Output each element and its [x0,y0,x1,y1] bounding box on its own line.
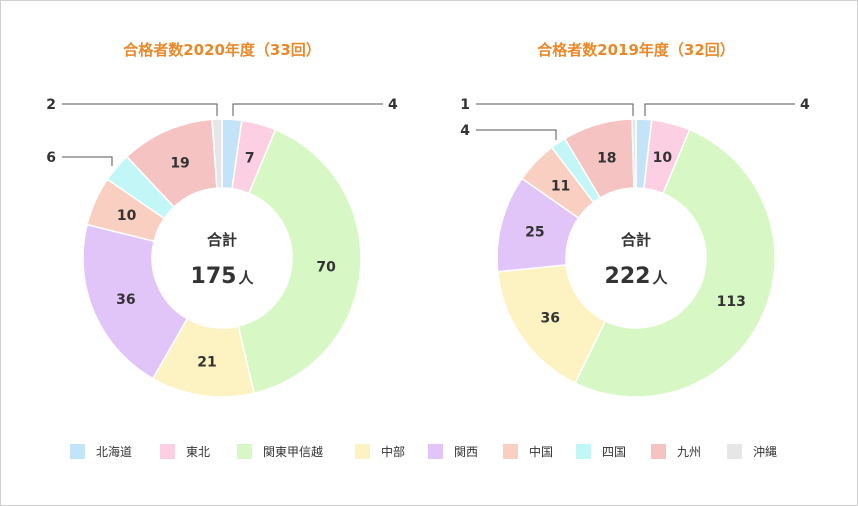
slice-5 [82,223,189,380]
center-total: 175 人 [191,264,255,289]
donut-chart-2: 合格者数2019年度（32回） 4 10 113 36 25 11 4 18 1 合計 222 人 [460,41,810,398]
legend-label: 四国 [602,444,627,459]
data-label: 19 [170,155,189,171]
data-label: 21 [197,354,216,370]
legend-swatch [70,443,85,459]
total-unit: 人 [652,269,668,287]
data-label: 113 [717,294,746,310]
legend-label: 九州 [677,444,702,459]
legend-swatch [503,443,518,459]
legend-item-6: 中国 [503,442,553,460]
legend-label: 関東甲信越 [263,444,324,459]
legend-swatch [237,443,252,459]
data-label: 4 [388,97,398,113]
slice-9 [631,118,637,189]
data-label: 11 [551,179,570,195]
data-label: 4 [800,97,810,113]
data-label: 6 [46,150,56,166]
data-label: 36 [116,292,135,308]
legend-swatch [355,443,370,459]
leader-line [62,103,218,116]
data-label: 70 [316,259,336,275]
leader-line [476,103,634,116]
center-label: 合計 [620,231,651,249]
leader-line [476,129,557,140]
legend-label: 中部 [381,444,406,459]
data-label: 4 [460,123,470,139]
leader-line [644,103,795,116]
legend-item-3: 関東甲信越 [237,442,323,460]
legend-swatch [160,443,175,459]
donut-chart-1: 合格者数2020年度（33回） 4 7 70 21 36 10 6 19 2 合計 175 人 [46,41,398,398]
legend-label: 東北 [186,444,211,459]
legend-item-4: 中部 [355,442,405,460]
total-value: 175 [191,264,237,289]
slice-3 [237,128,362,395]
chart-title: 合格者数2020年度（33回） [122,41,321,59]
legend-swatch [651,443,666,459]
legend-item-7: 四国 [576,442,626,460]
legend-item-5: 関西 [428,442,478,460]
center-label: 合計 [206,231,237,249]
data-label: 36 [541,311,560,327]
legend: 北海道 東北 関東甲信越 中部 関西 中国 四国 九州 沖縄 [0,440,858,464]
leader-line [62,156,113,166]
center-total: 222 人 [605,264,669,289]
data-label: 10 [653,150,673,166]
legend-swatch [576,443,591,459]
legend-label: 関西 [454,444,479,459]
legend-item-1: 北海道 [70,442,132,460]
data-label: 1 [460,97,470,113]
slice-9 [211,118,223,189]
data-label: 18 [597,151,616,167]
legend-swatch [727,443,742,459]
legend-label: 沖縄 [753,444,778,459]
leader-line [232,103,383,116]
data-label: 2 [46,97,56,113]
legend-item-8: 九州 [651,442,701,460]
legend-item-2: 東北 [160,442,210,460]
data-label: 25 [525,225,544,241]
data-label: 10 [117,208,137,224]
total-unit: 人 [238,269,254,287]
slice-3 [574,128,776,398]
legend-item-9: 沖縄 [727,442,777,460]
data-label: 7 [245,150,255,166]
chart-title: 合格者数2019年度（32回） [536,41,735,59]
legend-label: 北海道 [96,444,133,459]
legend-label: 中国 [529,444,554,459]
legend-swatch [428,443,443,459]
total-value: 222 [605,264,651,289]
